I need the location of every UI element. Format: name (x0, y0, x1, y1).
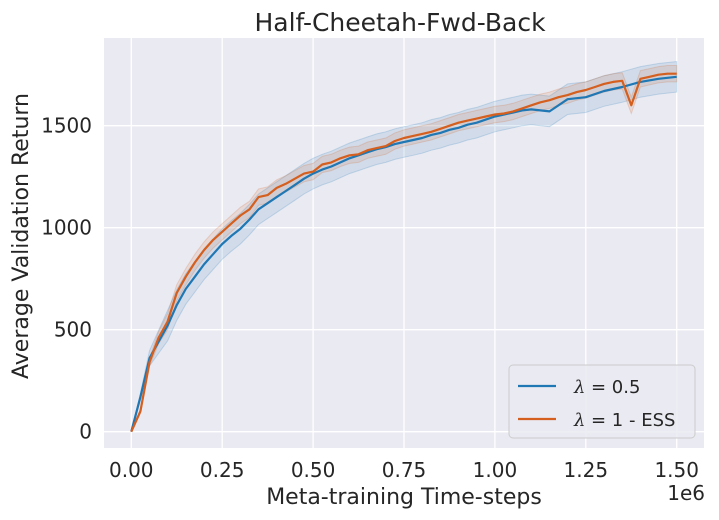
chart-title: Half-Cheetah-Fwd-Back (254, 8, 546, 37)
legend-symbol-2: λ (573, 410, 585, 431)
y-tick-label: 0 (79, 420, 92, 444)
y-tick-label: 500 (54, 318, 92, 342)
x-tick-label: 0.00 (109, 458, 154, 482)
legend-symbol-1: λ (573, 377, 585, 398)
x-tick-label: 1.50 (654, 458, 699, 482)
y-tick-label: 1500 (41, 114, 92, 138)
series-2-line (130, 72, 677, 433)
x-tick-label: 1.25 (564, 458, 609, 482)
x-tick-label: 1.00 (473, 458, 518, 482)
legend-label-2: = 1 - ESS (591, 410, 675, 431)
plot-area (104, 38, 704, 448)
x-tick-label: 0.50 (291, 458, 336, 482)
legend-label-1: = 0.5 (591, 377, 640, 398)
x-axis-scale-label: 1e6 (667, 481, 705, 505)
axes-labels: 0.00 0.25 0.50 0.75 1.00 1.25 1.50 0 500 1000 1500 (41, 114, 699, 482)
x-axis-title: Meta-training Time-steps (266, 485, 542, 510)
y-axis-title: Average Validation Return (9, 93, 34, 379)
y-tick-label: 1000 (41, 216, 92, 240)
legend: λ = 0.5 λ = 1 - ESS (508, 364, 696, 439)
series-1-line (130, 75, 677, 432)
x-tick-label: 0.25 (200, 458, 245, 482)
x-tick-label: 0.75 (382, 458, 427, 482)
